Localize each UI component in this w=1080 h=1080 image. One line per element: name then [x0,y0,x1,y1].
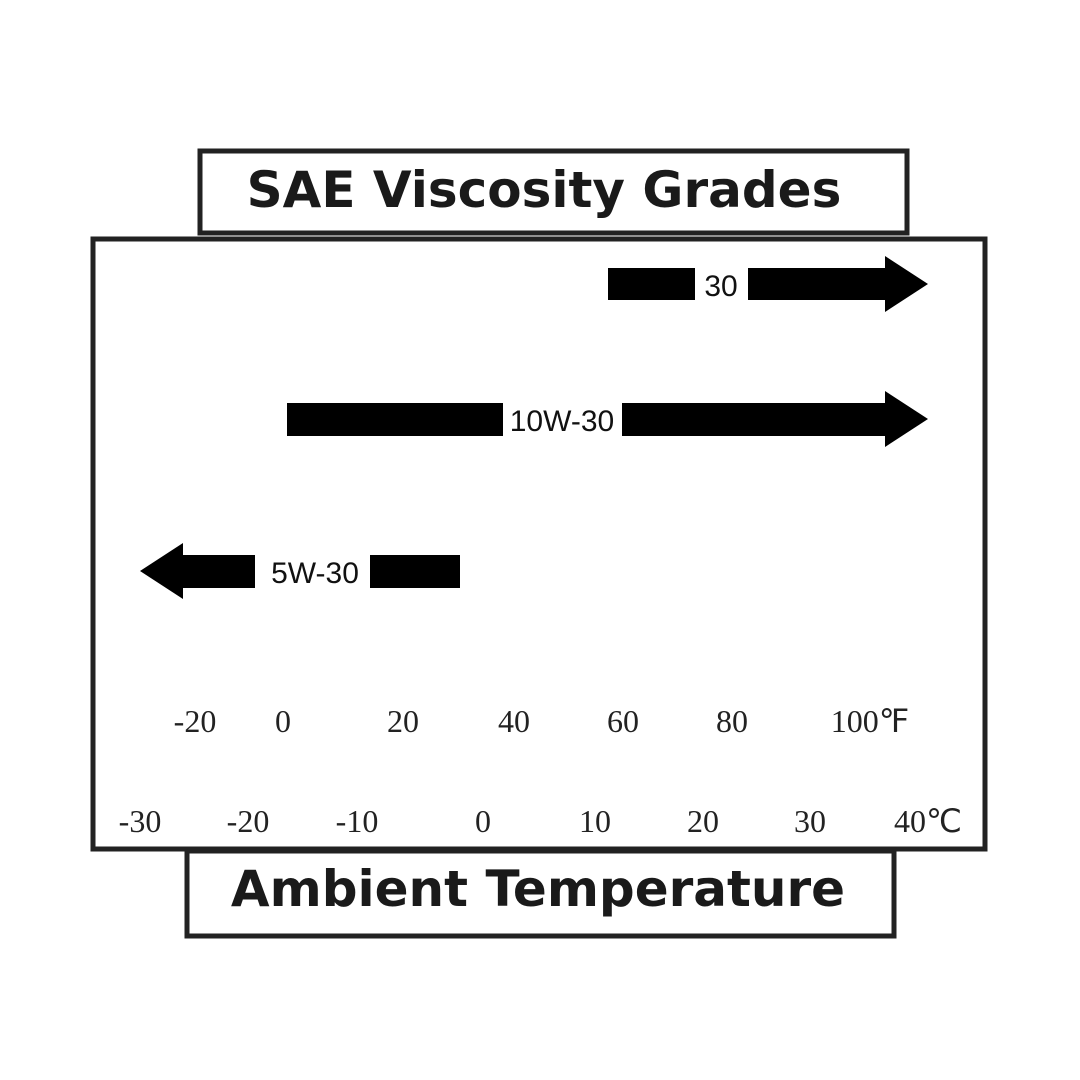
scale-label: 40℃ [894,803,962,839]
arrow [140,543,255,599]
scale-label: 80 [716,703,748,739]
scale-label: 100℉ [831,703,909,739]
bar [608,268,695,300]
title: SAE Viscosity Grades [247,161,842,219]
chart-box [90,236,988,852]
scale-label: -20 [227,803,270,839]
celsius-scale: -30 -20 -10 0 10 20 30 40℃ [119,803,962,839]
fahrenheit-scale: -20 0 20 40 60 80 100℉ [174,703,910,739]
title-box [197,148,910,236]
scale-label: 40 [498,703,530,739]
grade-10w30: 10W-30 [287,391,928,447]
footer-box [184,848,897,939]
arrow [748,256,928,312]
scale-label: -20 [174,703,217,739]
scale-label: 0 [475,803,491,839]
arrow [622,391,928,447]
scale-label: 0 [275,703,291,739]
scale-label: -30 [119,803,162,839]
bar [370,555,460,588]
scale-label: -10 [336,803,379,839]
scale-label: 60 [607,703,639,739]
footer-label: Ambient Temperature [231,860,845,918]
scale-label: 10 [579,803,611,839]
grade-30: 30 [608,256,928,312]
grade-5w30: 5W-30 [140,543,460,599]
bar [287,403,503,436]
scale-label: 20 [687,803,719,839]
grade-label: 5W-30 [271,557,359,590]
scale-label: 30 [794,803,826,839]
grade-label: 30 [704,270,737,303]
scale-label: 20 [387,703,419,739]
grade-label: 10W-30 [510,405,615,438]
